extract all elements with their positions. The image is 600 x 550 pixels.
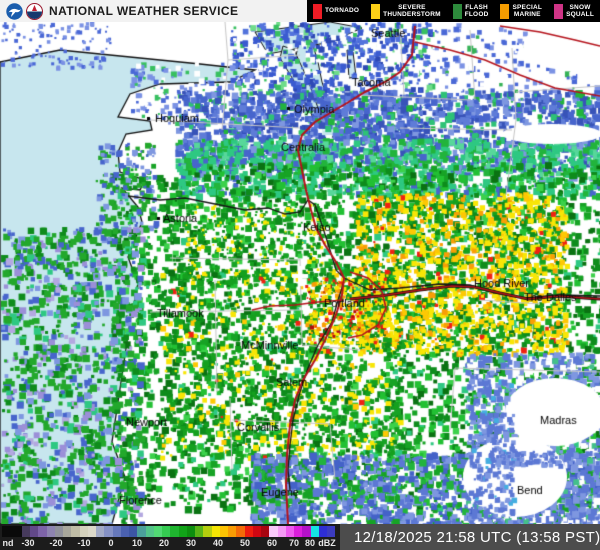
- header-logos: [0, 2, 43, 20]
- special-marine-swatch: [500, 3, 510, 19]
- colorbar-tick: 60: [266, 538, 278, 548]
- colorbar-tick: nd: [2, 538, 14, 548]
- colorbar-tick: 10: [131, 538, 143, 548]
- colorbar-tick: 20: [158, 538, 170, 548]
- colorbar-tick: -10: [77, 538, 91, 548]
- radar-canvas[interactable]: [0, 22, 600, 524]
- colorbar-tick: 70: [288, 538, 300, 548]
- reflectivity-colorbar: nd -30 -20 -10 0 10 20 30 40 50 60 70 80 dBZ: [0, 524, 340, 550]
- legend-item-tornado: TORNADO: [313, 3, 359, 19]
- severe-thunderstorm-swatch: [371, 3, 381, 19]
- tornado-swatch: [313, 3, 322, 19]
- noaa-logo-icon: [6, 2, 23, 20]
- app-title: NATIONAL WEATHER SERVICE: [49, 4, 239, 18]
- colorbar-tick: 0: [108, 538, 114, 548]
- legend-item-flash-flood: FLASH FLOOD: [452, 3, 489, 19]
- radar-map[interactable]: [0, 22, 600, 524]
- colorbar-ticks: nd -30 -20 -10 0 10 20 30 40 50 60 70 80 dBZ: [0, 538, 340, 550]
- colorbar-tick: 80: [304, 538, 316, 548]
- snow-squall-swatch: [554, 3, 564, 19]
- colorbar-tick: dBZ: [318, 538, 336, 548]
- colorbar-gradient: [2, 526, 336, 537]
- status-bar: nd -30 -20 -10 0 10 20 30 40 50 60 70 80 dBZ 12/18/20…: [0, 524, 600, 550]
- timestamp: 12/18/2025 21:58 UTC (13:58 PST) KRTX: [340, 524, 600, 550]
- legend-item-snow-squall: SNOW SQUALL: [554, 3, 594, 19]
- colorbar-tick: 30: [185, 538, 197, 548]
- warning-legend: TORNADO SEVERE THUNDERSTORM FLASH FLOOD SP…: [307, 0, 600, 22]
- legend-item-special-marine: SPECIAL MARINE: [500, 3, 542, 19]
- colorbar-tick: 40: [212, 538, 224, 548]
- colorbar-tick: -30: [21, 538, 35, 548]
- legend-item-severe-thunderstorm: SEVERE THUNDERSTORM: [371, 3, 441, 19]
- colorbar-tick: -20: [49, 538, 63, 548]
- nws-logo-icon: [26, 2, 43, 20]
- header: NATIONAL WEATHER SERVICE TORNADO SEVERE T…: [0, 0, 600, 22]
- colorbar-tick: 50: [239, 538, 251, 548]
- flash-flood-swatch: [452, 3, 462, 19]
